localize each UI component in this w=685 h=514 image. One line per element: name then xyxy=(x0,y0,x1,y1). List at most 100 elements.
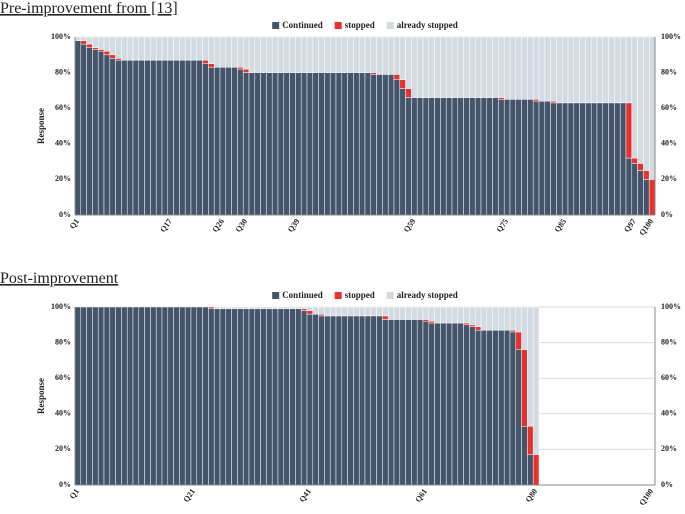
y-tick-label: 0% xyxy=(59,210,71,219)
bar-segment xyxy=(492,36,499,98)
bar-segment xyxy=(451,322,459,486)
bar-segment xyxy=(173,36,180,61)
bar-segment xyxy=(242,72,250,216)
bar-segment xyxy=(457,36,464,98)
bar-segment xyxy=(411,306,418,320)
x-tick-label: Q59 xyxy=(402,217,418,234)
bar-segment xyxy=(329,36,337,73)
bar-segment xyxy=(596,36,604,104)
bar-segment xyxy=(335,72,343,216)
bar-segment xyxy=(161,59,169,216)
x-tick-label: Q39 xyxy=(286,217,302,234)
bar-segment xyxy=(648,36,656,180)
bar-segment xyxy=(399,88,406,216)
x-tick-label: Q1 xyxy=(68,217,81,231)
bar-segment xyxy=(614,102,621,216)
bar-segment xyxy=(208,63,215,68)
bar-segment xyxy=(474,329,482,486)
bar-segment xyxy=(80,43,87,216)
bar-segment xyxy=(225,306,232,310)
bar-segment xyxy=(527,306,534,427)
bar-segment xyxy=(590,36,598,104)
bar-segment xyxy=(254,36,261,73)
bar-segment xyxy=(289,72,296,216)
legend-label: Continued xyxy=(282,20,323,30)
bar-segment xyxy=(498,329,505,486)
bar-segment xyxy=(190,36,198,61)
bar-segment xyxy=(550,36,557,102)
bar-segment xyxy=(370,315,377,486)
bar-segment xyxy=(271,306,279,310)
bar-segment xyxy=(515,331,522,350)
bar-segment xyxy=(353,72,360,216)
bar-segment xyxy=(219,306,227,310)
bar-segment xyxy=(196,306,203,486)
bar-segment xyxy=(109,54,116,59)
bar-segment xyxy=(289,306,296,310)
bar-segment xyxy=(219,308,227,486)
bar-segment xyxy=(190,306,198,486)
bar-segment xyxy=(625,157,633,216)
bar-segment xyxy=(190,59,198,216)
y-tick-label: 0% xyxy=(59,480,71,489)
bar-segment xyxy=(469,36,476,98)
bar-segment xyxy=(167,59,174,216)
bar-segment xyxy=(277,72,285,216)
bar-segment xyxy=(306,313,314,486)
bar-segment xyxy=(451,36,459,98)
bar-segment xyxy=(457,306,464,324)
bar-segment xyxy=(335,315,343,486)
bar-segment xyxy=(480,329,488,486)
y-tick-label: 40% xyxy=(55,409,71,418)
bar-segment xyxy=(364,36,372,73)
bar-segment xyxy=(341,306,348,317)
bar-segment xyxy=(353,306,360,317)
bar-segment xyxy=(300,306,308,310)
bar-segment xyxy=(596,102,604,216)
bar-segment xyxy=(196,36,203,61)
bar-segment xyxy=(434,36,441,98)
x-tick-label: Q21 xyxy=(181,487,197,504)
bar-segment xyxy=(590,102,598,216)
bar-segment xyxy=(370,72,377,75)
bar-segment xyxy=(382,319,389,486)
bar-segment xyxy=(550,100,557,104)
chart-heading: Pre-improvement from [13] xyxy=(0,0,178,17)
bar-segment xyxy=(387,36,395,75)
bar-segment xyxy=(486,306,493,331)
legend-label: Continued xyxy=(282,290,323,300)
bar-segment xyxy=(184,36,192,61)
bar-segment xyxy=(341,72,348,216)
bar-segment xyxy=(492,97,499,216)
bar-segment xyxy=(440,97,447,216)
bar-segment xyxy=(509,329,517,333)
bar-segment xyxy=(451,306,459,324)
bar-segment xyxy=(521,349,528,427)
bar-segment xyxy=(428,306,435,322)
bar-segment xyxy=(289,36,296,73)
bar-segment xyxy=(428,97,435,216)
bar-segment xyxy=(608,102,615,216)
bar-segment xyxy=(445,306,453,324)
bar-segment xyxy=(648,179,656,216)
bar-segment xyxy=(515,349,522,486)
bar-segment xyxy=(376,74,383,216)
bar-segment xyxy=(509,99,517,216)
bar-segment xyxy=(474,36,482,98)
bar-segment xyxy=(161,306,169,486)
bar-segment xyxy=(608,36,615,104)
bar-segment xyxy=(231,308,238,486)
legend-swatch xyxy=(272,292,280,299)
bar-segment xyxy=(492,306,499,331)
bar-segment xyxy=(532,36,540,100)
bar-segment xyxy=(637,36,644,164)
bar-segment xyxy=(527,99,534,216)
bar-segment xyxy=(86,306,93,486)
bar-segment xyxy=(150,59,157,216)
y2-tick-label: 100% xyxy=(661,302,681,311)
bar-segment xyxy=(283,306,290,310)
y2-tick-label: 20% xyxy=(661,174,677,183)
bar-segment xyxy=(480,97,488,216)
bar-segment xyxy=(509,331,517,486)
